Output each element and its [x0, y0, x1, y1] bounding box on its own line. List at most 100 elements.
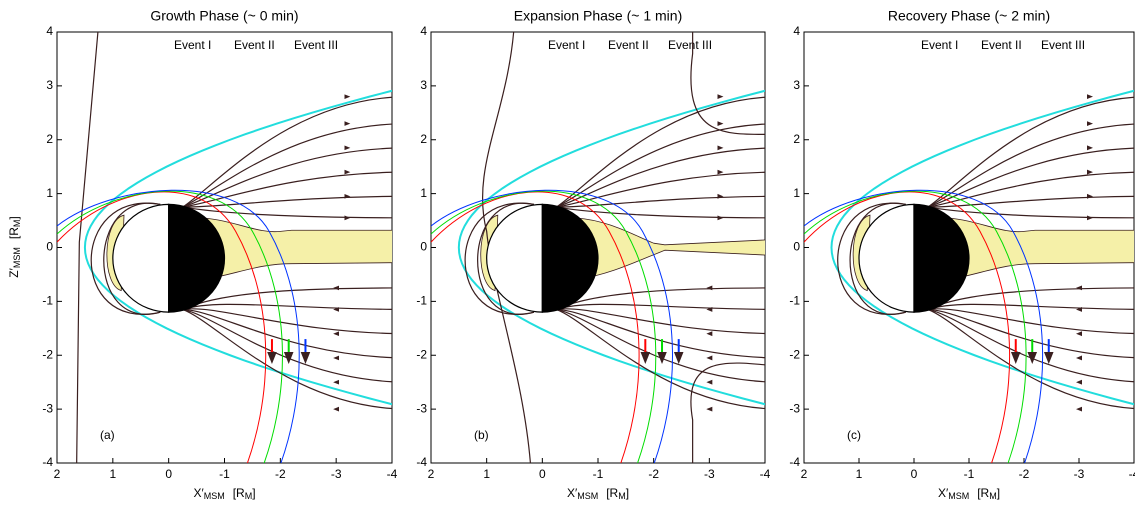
plasma-sheet — [946, 217, 1134, 281]
x-tick-label: 2 — [801, 467, 808, 481]
xlabel-part: MSM — [948, 491, 969, 501]
y-tick-label: 4 — [420, 24, 427, 38]
x-tick-label: -3 — [331, 467, 342, 481]
x-tick-label: -1 — [964, 467, 975, 481]
field-line — [690, 32, 765, 136]
y-tick-label: -2 — [42, 347, 53, 361]
x-tick-label: 2 — [54, 467, 61, 481]
legend-entry: Event III — [668, 38, 712, 52]
y-tick-label: -4 — [789, 455, 800, 469]
field-line — [837, 202, 906, 315]
y-tick-label: 2 — [46, 132, 53, 146]
legend-entry: Event II — [608, 38, 649, 52]
xlabel-part: MSM — [577, 491, 598, 501]
x-tick-label: 0 — [165, 467, 172, 481]
planet-night — [168, 203, 226, 313]
x-tick-label: 0 — [539, 467, 546, 481]
xlabel-part: M — [245, 491, 253, 501]
xlabel-part: ] — [997, 486, 1000, 500]
magnetopause — [83, 89, 392, 406]
field-line — [927, 303, 1134, 311]
field-line — [927, 206, 1134, 219]
legend-entry: Event III — [294, 38, 338, 52]
plot-area — [431, 32, 765, 463]
ylabel-part: ] — [7, 216, 21, 219]
ylabel-part: Z′ — [7, 267, 21, 277]
field-line — [556, 171, 765, 208]
field-line — [556, 195, 765, 208]
y-tick-label: -1 — [789, 294, 800, 308]
event-orbit — [804, 189, 1044, 463]
y-tick-label: -2 — [789, 347, 800, 361]
field-line — [182, 308, 392, 383]
xlabel-part: [R — [233, 486, 245, 500]
field-line — [927, 195, 1134, 208]
field-line — [927, 147, 1134, 208]
xlabel-part: X′ — [938, 486, 949, 500]
xlabel: X′MSM [RM] — [938, 486, 1000, 501]
y-tick-label: 2 — [793, 132, 800, 146]
xlabel-part: [R — [977, 486, 989, 500]
field-line — [481, 32, 531, 463]
y-tick-label: 4 — [793, 24, 800, 38]
field-line — [849, 202, 906, 315]
field-line — [556, 206, 765, 219]
field-line — [182, 303, 392, 311]
panel-title: Recovery Phase (~ 2 min) — [888, 8, 1050, 24]
field-line — [182, 96, 392, 208]
field-line — [182, 123, 392, 208]
panel: 2 1 0 -1 -2 -3 -4 -4 -3 -2 -1 0 1 2 3 4 Recovery Phase (… — [789, 8, 1135, 502]
legend-entry: Event I — [921, 38, 958, 52]
x-tick-label: 1 — [483, 467, 490, 481]
x-tick-label: -2 — [275, 467, 286, 481]
event-orbit — [57, 189, 300, 463]
ylabel-part: M — [12, 220, 22, 228]
xlabel-part: ] — [626, 486, 629, 500]
panel-label: (a) — [100, 428, 115, 442]
y-tick-label: 1 — [46, 186, 53, 200]
legend-entry: Event I — [548, 38, 585, 52]
field-line — [927, 308, 1134, 410]
panel-title: Expansion Phase (~ 1 min) — [514, 8, 682, 24]
field-line — [927, 96, 1134, 208]
event-orbit — [804, 190, 1027, 463]
field-line — [927, 308, 1134, 335]
y-tick-label: -4 — [416, 455, 427, 469]
field-line — [477, 202, 535, 315]
xlabel-part: M — [618, 491, 626, 501]
panel: 2 1 0 -1 -2 -3 -4 -4 -3 -2 -1 0 1 2 3 4 Expansion Phase … — [416, 8, 770, 502]
field-line — [556, 308, 765, 335]
planet-night — [913, 203, 970, 313]
y-tick-label: 0 — [793, 240, 800, 254]
event-orbit — [57, 191, 267, 463]
panel-label: (c) — [847, 428, 861, 442]
event-orbit — [804, 191, 1011, 463]
plasma-sheet — [201, 217, 392, 281]
field-line — [556, 303, 765, 311]
legend-entry: Event I — [174, 38, 211, 52]
plasma-sheet — [575, 217, 765, 281]
event-orbit — [431, 189, 673, 463]
xlabel: X′MSM [RM] — [567, 486, 629, 501]
field-line — [556, 147, 765, 208]
x-tick-label: -1 — [219, 467, 230, 481]
xlabel-part: MSM — [204, 491, 225, 501]
y-tick-label: 0 — [420, 240, 427, 254]
y-tick-label: -3 — [416, 401, 427, 415]
field-line — [182, 195, 392, 208]
y-tick-label: 1 — [793, 186, 800, 200]
y-tick-label: 2 — [420, 132, 427, 146]
xlabel-part: ] — [252, 486, 255, 500]
x-tick-label: 1 — [109, 467, 116, 481]
x-tick-label: -3 — [1074, 467, 1085, 481]
xlabel-part: [R — [606, 486, 618, 500]
event-orbit — [57, 190, 283, 463]
plot-area — [57, 32, 392, 463]
xlabel-part: M — [989, 491, 997, 501]
plot-area — [804, 89, 1134, 463]
field-line — [556, 308, 765, 383]
planet-night — [541, 203, 599, 313]
field-line — [182, 147, 392, 208]
y-tick-label: 4 — [46, 24, 53, 38]
